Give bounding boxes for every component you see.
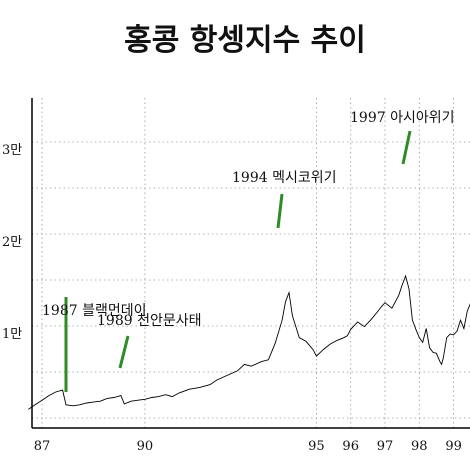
annotation-label: 1994 멕시코위기 xyxy=(232,170,336,186)
chart-title: 홍콩 항셍지수 추이 xyxy=(124,23,366,58)
annotation-label: 1989 천안문사태 xyxy=(97,313,201,329)
annotation-label: 1987 블랙먼데이 xyxy=(42,303,146,319)
axes xyxy=(31,98,470,429)
annotation-pointer xyxy=(401,130,412,165)
x-tick-label: 96 xyxy=(342,439,359,454)
x-tick-label: 90 xyxy=(137,439,154,454)
annotation-pointer xyxy=(276,193,284,229)
series xyxy=(28,274,470,410)
series-line xyxy=(28,274,470,410)
x-tick-label: 97 xyxy=(377,439,394,454)
x-tick-label: 87 xyxy=(34,439,51,454)
y-tick-label: 2만 xyxy=(2,235,22,250)
grid-lines xyxy=(32,98,470,428)
y-tick-label: 1만 xyxy=(2,327,22,342)
x-tick-label: 98 xyxy=(411,439,428,454)
tick-labels: 87 90 95 96 97 98 99 1만 2만 3만 xyxy=(2,143,462,454)
x-tick-label: 95 xyxy=(308,439,325,454)
y-tick-label: 3만 xyxy=(2,143,22,158)
x-tick-label: 99 xyxy=(445,439,462,454)
annotation-label: 1997 아시아위기 xyxy=(350,110,454,126)
annotation-pointer xyxy=(118,335,130,369)
